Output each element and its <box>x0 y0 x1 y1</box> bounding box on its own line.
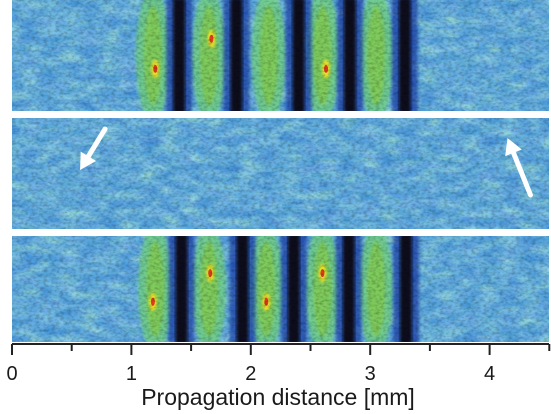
panel-middle <box>12 118 549 229</box>
arrow-up-left <box>505 138 534 198</box>
arrow-shaft <box>510 150 534 198</box>
panel-bottom <box>12 236 549 342</box>
tick-label: 4 <box>484 363 495 385</box>
arrow-head <box>80 151 97 170</box>
tick-label: 3 <box>365 363 376 385</box>
arrow-shaft <box>85 126 108 159</box>
x-axis-title: Propagation distance [mm] <box>141 384 415 410</box>
tick-label: 2 <box>245 363 256 385</box>
arrow-down-left <box>80 126 108 170</box>
annotation-arrows <box>80 126 534 198</box>
panel-top <box>12 0 549 111</box>
arrow-head <box>505 138 522 157</box>
tick-label: 1 <box>126 363 137 385</box>
x-axis-tick-labels: 0 1 2 3 4 <box>6 363 495 385</box>
tick-label: 0 <box>6 363 17 385</box>
x-axis-ticks <box>11 344 551 355</box>
